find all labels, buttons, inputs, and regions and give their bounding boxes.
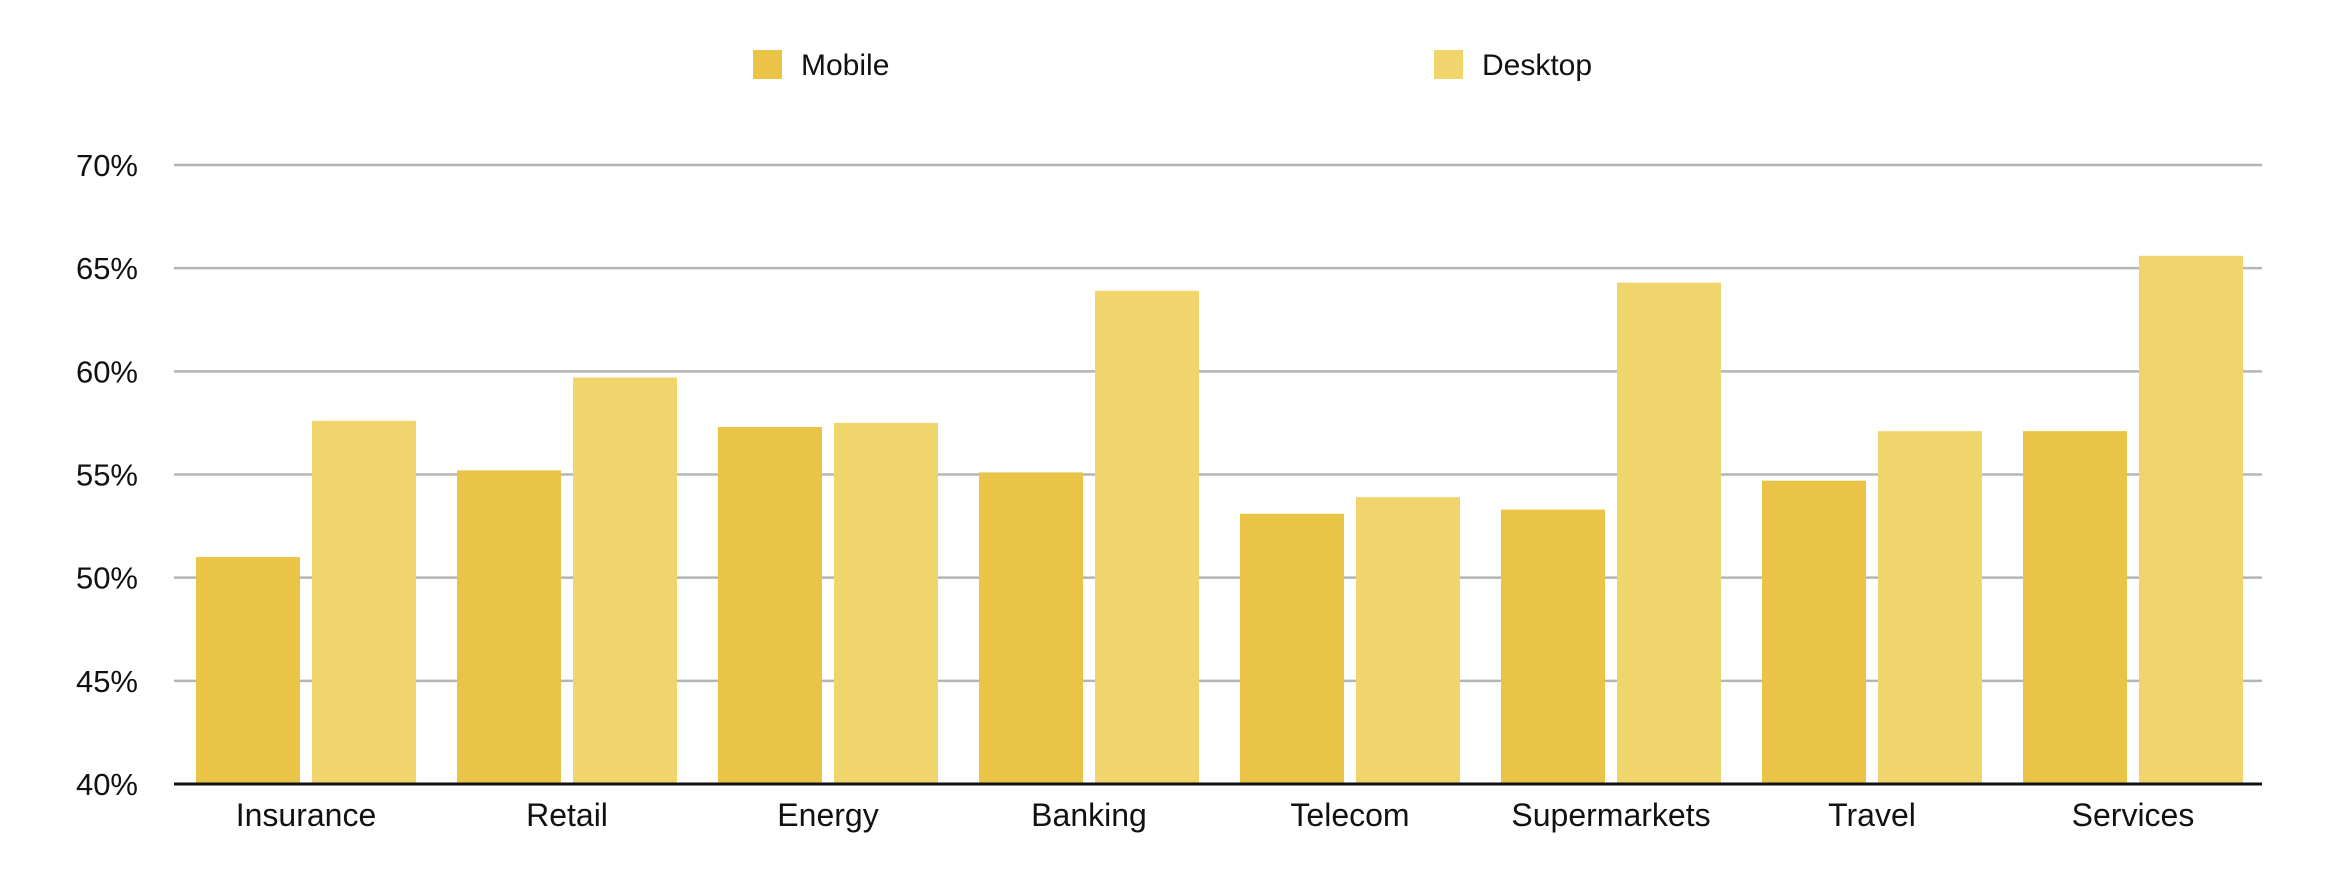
y-tick-label: 65% bbox=[76, 251, 138, 286]
y-tick-label: 45% bbox=[76, 664, 138, 699]
x-category-label: Insurance bbox=[236, 797, 377, 833]
bar-mobile-services bbox=[2023, 431, 2127, 784]
legend-label-desktop: Desktop bbox=[1482, 49, 1592, 82]
y-tick-label: 50% bbox=[76, 561, 138, 596]
x-category-label: Supermarkets bbox=[1511, 797, 1710, 833]
y-tick-label: 60% bbox=[76, 354, 138, 389]
legend-label-mobile: Mobile bbox=[801, 49, 889, 82]
bar-desktop-telecom bbox=[1356, 497, 1460, 784]
y-tick-label: 40% bbox=[76, 767, 138, 802]
bar-mobile-supermarkets bbox=[1501, 509, 1605, 784]
x-category-label: Retail bbox=[526, 797, 608, 833]
bar-mobile-travel bbox=[1762, 480, 1866, 784]
bar-mobile-banking bbox=[979, 472, 1083, 784]
legend-swatch-mobile bbox=[753, 50, 782, 79]
bar-mobile-insurance bbox=[196, 557, 300, 784]
x-axis-labels: Insurance Retail Energy Banking Telecom Super… bbox=[236, 797, 2195, 833]
bar-desktop-travel bbox=[1878, 431, 1982, 784]
x-category-label: Banking bbox=[1031, 797, 1147, 833]
bar-desktop-retail bbox=[573, 377, 677, 784]
bar-mobile-energy bbox=[718, 427, 822, 784]
bar-desktop-banking bbox=[1095, 290, 1199, 784]
x-category-label: Energy bbox=[777, 797, 878, 833]
bar-desktop-energy bbox=[834, 422, 938, 784]
x-category-label: Travel bbox=[1828, 797, 1916, 833]
bar-desktop-insurance bbox=[312, 420, 416, 784]
y-axis-ticks: 40% 45% 50% 55% 60% 65% 70% bbox=[76, 148, 138, 802]
bar-desktop-services bbox=[2139, 255, 2243, 784]
bar-desktop-supermarkets bbox=[1617, 282, 1721, 784]
y-tick-label: 55% bbox=[76, 458, 138, 493]
x-category-label: Services bbox=[2072, 797, 2195, 833]
legend: Mobile Desktop bbox=[753, 49, 1592, 82]
bar-mobile-telecom bbox=[1240, 513, 1344, 784]
x-category-label: Telecom bbox=[1290, 797, 1409, 833]
bars bbox=[196, 255, 2243, 784]
y-tick-label: 70% bbox=[76, 148, 138, 183]
legend-swatch-desktop bbox=[1434, 50, 1463, 79]
bar-mobile-retail bbox=[457, 470, 561, 784]
